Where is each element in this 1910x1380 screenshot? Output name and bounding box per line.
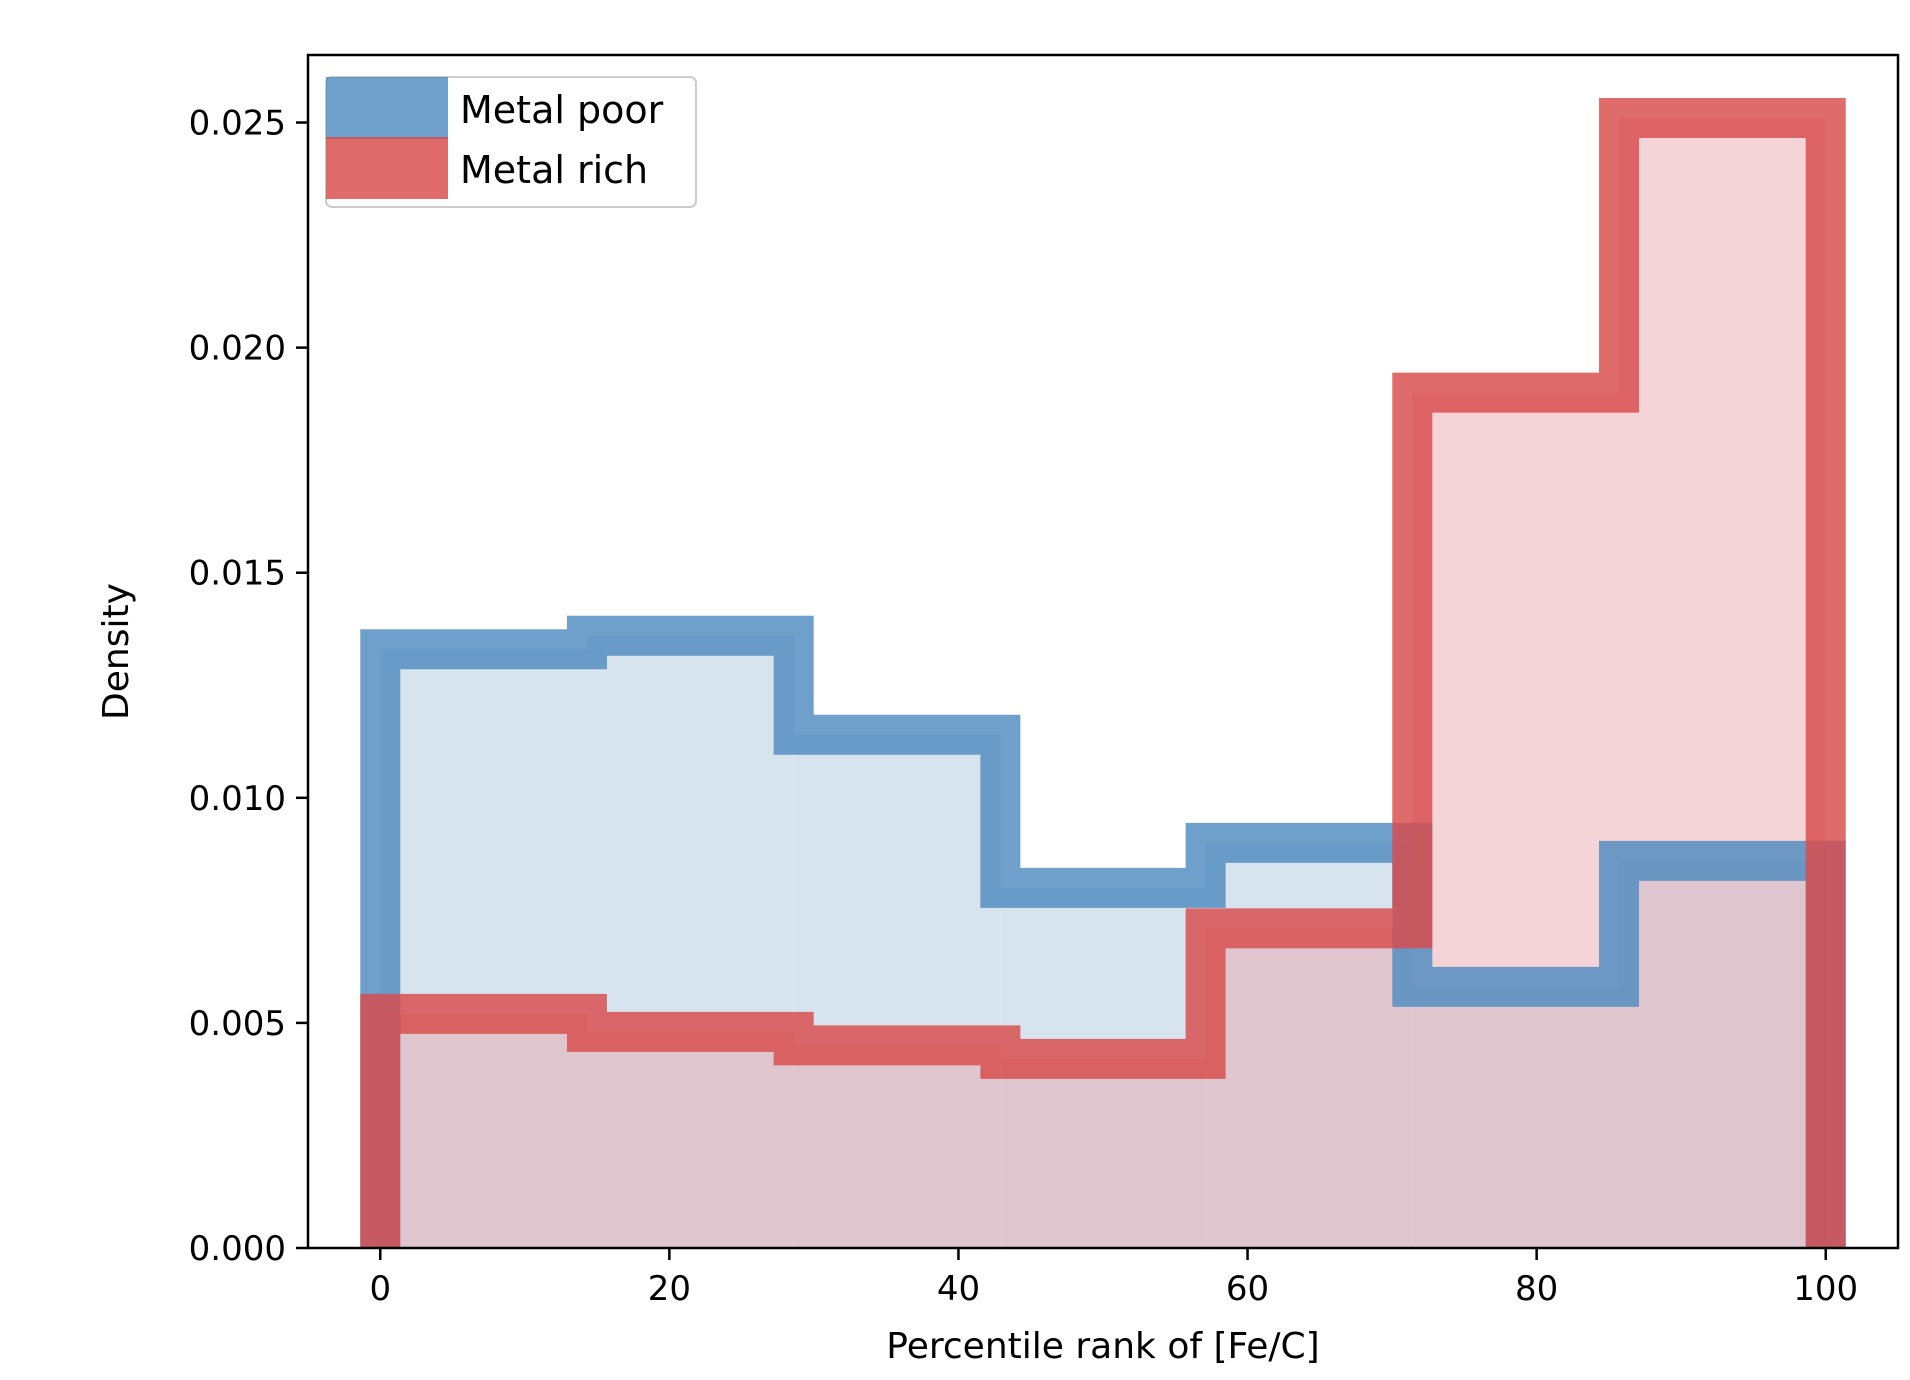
- axes-frame: [306, 53, 1900, 1250]
- bar-metal-rich-4: [1205, 928, 1413, 1248]
- bar-metal-poor-6: [1619, 860, 1826, 1248]
- bar-metal-poor-5: [1412, 986, 1620, 1248]
- y-tick-label: 0.000: [189, 1229, 286, 1269]
- bar-metal-poor-1: [586, 635, 794, 1248]
- bar-metal-rich-6: [1619, 118, 1826, 1249]
- x-tick-label: 60: [1226, 1269, 1269, 1309]
- bar-metal-poor-2: [793, 734, 1001, 1248]
- legend-label-metal-rich: Metal rich: [460, 148, 648, 192]
- y-tick-label: 0.015: [189, 554, 286, 594]
- x-tick-label: 40: [937, 1269, 980, 1309]
- bar-metal-rich-5: [1412, 392, 1620, 1249]
- y-tick-label: 0.005: [189, 1004, 286, 1044]
- y-tick-label: 0.020: [189, 329, 286, 369]
- x-tick-label: 100: [1793, 1269, 1858, 1309]
- bar-metal-rich-2: [793, 1045, 1001, 1248]
- x-axis-title: Percentile rank of [Fe/C]: [886, 1326, 1319, 1367]
- bar-metal-rich-0: [380, 1013, 587, 1248]
- y-tick-label: 0.010: [189, 779, 286, 819]
- bar-metal-rich-1: [586, 1031, 794, 1248]
- step-line-metal-poor: [360, 615, 1846, 1248]
- y-axis-title: Density: [96, 583, 137, 720]
- y-axis: 0.000 0.005 0.010 0.015 0.020 0.025: [189, 104, 308, 1269]
- x-axis: 0 20 40 60 80 100: [369, 1248, 1858, 1309]
- legend-label-metal-poor: Metal poor: [460, 88, 664, 132]
- x-tick-label: 20: [648, 1269, 691, 1309]
- legend: Metal poor Metal rich: [325, 76, 697, 208]
- y-tick-label: 0.025: [189, 104, 286, 144]
- bar-metal-rich-3: [1000, 1058, 1206, 1248]
- series-steps: [360, 98, 1846, 1248]
- legend-swatch-metal-rich: [326, 137, 448, 199]
- bar-metal-poor-0: [380, 649, 587, 1248]
- x-tick-label: 80: [1515, 1269, 1558, 1309]
- step-line-metal-rich: [360, 98, 1846, 1248]
- x-tick-label: 0: [369, 1269, 391, 1309]
- legend-swatch-metal-poor: [326, 77, 448, 139]
